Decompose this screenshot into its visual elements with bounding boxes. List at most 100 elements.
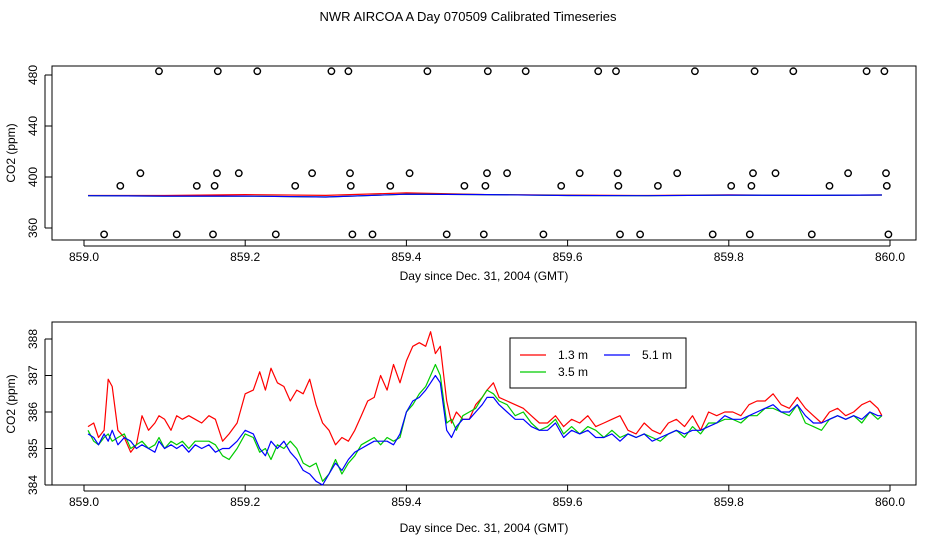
calibration-point (460, 181, 469, 190)
calibration-point (172, 230, 181, 239)
bottom-x-tick-label: 859.6 (553, 495, 583, 509)
calibration-point (213, 67, 222, 76)
calibration-point (825, 181, 834, 190)
calibration-point (747, 181, 756, 190)
bottom-y-tick-label: 385 (26, 438, 40, 458)
calibration-point (616, 230, 624, 239)
calibration-point (503, 169, 511, 178)
series-line-3-5-m (87, 363, 883, 482)
legend: 1.3 m 3.5 m 5.1 m (509, 337, 687, 389)
top-x-label: Day since Dec. 31, 2004 (GMT) (400, 269, 569, 283)
calibration-point (136, 169, 145, 178)
calibration-point (368, 230, 377, 239)
calibration-point (594, 67, 603, 76)
top-x-tick-label: 859.6 (553, 250, 583, 264)
calibration-point (882, 181, 891, 190)
bottom-x-label: Day since Dec. 31, 2004 (GMT) (400, 521, 569, 535)
series-line-5-1-m (87, 374, 882, 486)
bottom-y-tick-label: 386 (26, 402, 40, 422)
calibration-point (386, 181, 395, 190)
calibration-point (771, 169, 780, 178)
calibration-point (155, 67, 163, 76)
calibration-point (882, 169, 890, 178)
calibration-point (209, 230, 217, 239)
calibration-point (291, 181, 300, 190)
calibration-point (344, 67, 353, 76)
bottom-y-tick-label: 384 (26, 475, 40, 495)
bottom-x-tick-label: 860.0 (875, 495, 905, 509)
legend-label-5-1m: 5.1 m (642, 348, 672, 362)
top-x-tick-label: 860.0 (875, 250, 905, 264)
top-x-tick-label: 859.0 (69, 250, 99, 264)
series-line-1-3-m (87, 331, 883, 453)
calibration-point (192, 181, 201, 190)
chart-title: NWR AIRCOA A Day 070509 Calibrated Times… (319, 9, 617, 24)
calibration-point (346, 169, 354, 178)
top-x-tick-label: 859.4 (391, 250, 421, 264)
calibration-point (479, 230, 488, 239)
top-panel: 859.0 859.2 859.4 859.6 859.8 860.0 360 400 440… (4, 65, 917, 283)
top-y-label: CO2 (ppm) (4, 123, 18, 182)
legend-box (509, 337, 687, 389)
calibration-point (539, 230, 548, 239)
calibration-point (789, 67, 798, 76)
bottom-plot-frame (51, 321, 917, 486)
calibration-point (691, 67, 699, 76)
calibration-point (521, 67, 530, 76)
calibration-point (481, 181, 490, 190)
calibration-point (708, 230, 717, 239)
calibration-point (423, 67, 432, 76)
calibration-point (575, 169, 584, 178)
bottom-x-tick-label: 859.8 (714, 495, 744, 509)
calibration-point (210, 181, 219, 190)
calibration-point (327, 67, 336, 76)
bottom-x-tick-label: 859.2 (230, 495, 260, 509)
top-calibration-points (100, 67, 893, 239)
legend-label-1-3m: 1.3 m (558, 348, 588, 362)
top-plot-frame (51, 65, 917, 241)
top-x-axis: 859.0 859.2 859.4 859.6 859.8 860.0 (69, 240, 905, 264)
bottom-panel: 859.0 859.2 859.4 859.6 859.8 860.0 384 385 386… (4, 321, 917, 535)
bottom-y-axis: 384 385 386 387 388 (26, 329, 52, 495)
bottom-y-label: CO2 (ppm) (4, 374, 18, 433)
calibration-point (862, 67, 871, 76)
calibration-point (557, 181, 566, 190)
calibration-point (308, 169, 316, 178)
calibration-point (234, 169, 243, 178)
bottom-x-axis: 859.0 859.2 859.4 859.6 859.8 860.0 (69, 485, 905, 509)
legend-label-3-5m: 3.5 m (558, 365, 588, 379)
calibration-point (750, 67, 759, 76)
bottom-series-lines (87, 331, 883, 486)
calibration-point (727, 181, 736, 190)
calibration-point (880, 67, 889, 76)
top-y-axis: 360 400 440 480 (26, 65, 52, 238)
calibration-point (483, 169, 491, 178)
calibration-point (116, 181, 125, 190)
calibration-point (405, 169, 414, 178)
calibration-point (348, 230, 357, 239)
calibration-point (844, 169, 852, 178)
bottom-x-tick-label: 859.4 (391, 495, 421, 509)
calibration-point (442, 230, 451, 239)
top-x-tick-label: 859.2 (230, 250, 260, 264)
calibration-point (614, 181, 623, 190)
calibration-point (253, 67, 262, 76)
calibration-point (483, 67, 492, 76)
calibration-point (346, 181, 355, 190)
calibration-point (613, 169, 622, 178)
calibration-point (673, 169, 682, 178)
calibration-point (654, 181, 662, 190)
calibration-point (271, 230, 280, 239)
top-y-tick-label: 440 (26, 116, 40, 136)
top-y-tick-label: 360 (26, 218, 40, 238)
bottom-x-tick-label: 859.0 (69, 495, 99, 509)
calibration-point (100, 230, 109, 239)
calibration-point (636, 230, 644, 239)
top-series-5-1-m (87, 193, 882, 198)
calibration-point (749, 169, 757, 178)
calibration-point (213, 169, 221, 178)
top-y-tick-label: 400 (26, 167, 40, 187)
top-y-tick-label: 480 (26, 65, 40, 85)
top-baseline-series (87, 192, 882, 198)
calibration-point (807, 230, 816, 239)
